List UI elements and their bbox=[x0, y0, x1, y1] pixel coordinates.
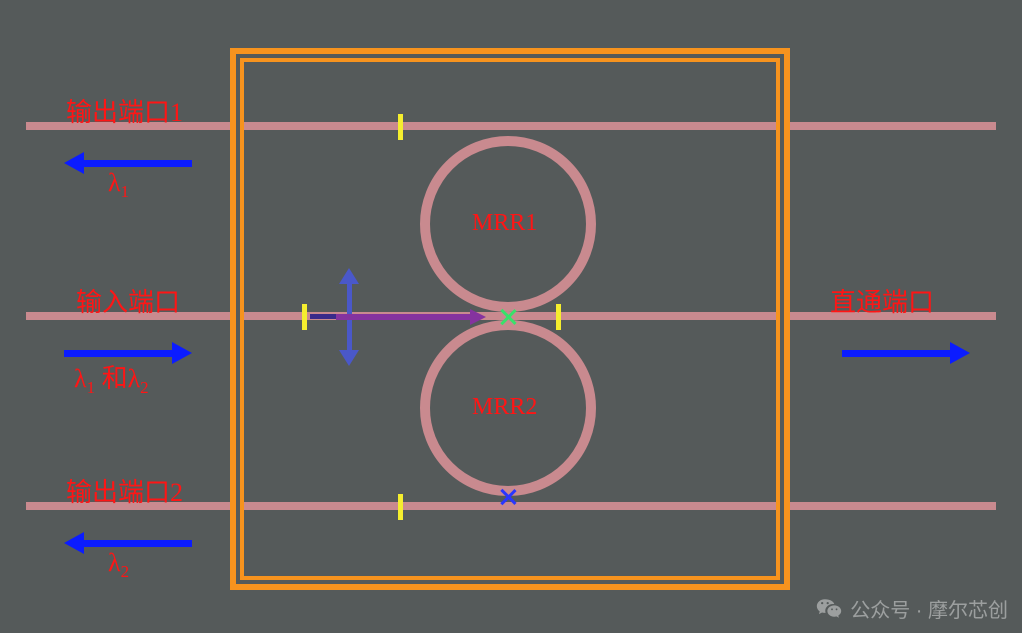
monitor-tick bbox=[398, 494, 403, 520]
monitor-tick bbox=[398, 114, 403, 140]
source-direction-arrow-icon bbox=[336, 312, 486, 322]
diagram-canvas: 输出端口1 输入端口 输出端口2 直通端口 λ1 λ1 和λ2 λ2 MRR1 … bbox=[0, 0, 1022, 633]
label-lambda-1: λ1 bbox=[108, 168, 129, 202]
monitor-tick bbox=[556, 304, 561, 330]
label-output-port-1: 输出端口1 bbox=[66, 92, 183, 129]
label-through-port: 直通端口 bbox=[830, 282, 934, 319]
label-mrr2: MRR2 bbox=[472, 394, 537, 421]
x-mark-icon bbox=[498, 307, 518, 327]
label-mrr1: MRR1 bbox=[472, 210, 537, 237]
monitor-tick bbox=[302, 304, 307, 330]
watermark-text: 公众号 · 摩尔芯创 bbox=[850, 594, 1008, 623]
arrow-through-icon bbox=[842, 342, 970, 364]
x-mark-icon bbox=[498, 487, 518, 507]
label-lambda-2: λ2 bbox=[108, 548, 129, 582]
label-lambda-both: λ1 和λ2 bbox=[74, 358, 149, 398]
label-output-port-2: 输出端口2 bbox=[66, 472, 183, 509]
watermark: 公众号 · 摩尔芯创 bbox=[816, 594, 1008, 623]
wechat-icon bbox=[816, 596, 842, 622]
label-input-port: 输入端口 bbox=[76, 282, 180, 319]
